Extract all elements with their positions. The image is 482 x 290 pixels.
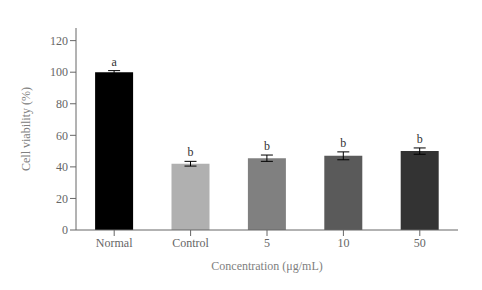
svg-text:60: 60 bbox=[56, 129, 68, 143]
svg-text:0: 0 bbox=[62, 223, 68, 237]
svg-text:Cell viability (%): Cell viability (%) bbox=[19, 87, 33, 171]
svg-text:100: 100 bbox=[50, 65, 68, 79]
svg-text:120: 120 bbox=[50, 34, 68, 48]
svg-text:b: b bbox=[340, 136, 346, 150]
svg-text:b: b bbox=[264, 139, 270, 153]
svg-text:10: 10 bbox=[337, 236, 349, 250]
svg-text:20: 20 bbox=[56, 192, 68, 206]
svg-text:40: 40 bbox=[56, 160, 68, 174]
svg-text:Normal: Normal bbox=[96, 236, 133, 250]
svg-text:b: b bbox=[417, 132, 423, 146]
svg-text:b: b bbox=[188, 145, 194, 159]
svg-text:Concentration (μg/mL): Concentration (μg/mL) bbox=[211, 259, 322, 273]
svg-text:Control: Control bbox=[172, 236, 209, 250]
svg-text:5: 5 bbox=[264, 236, 270, 250]
svg-text:50: 50 bbox=[414, 236, 426, 250]
svg-text:80: 80 bbox=[56, 97, 68, 111]
svg-text:a: a bbox=[111, 55, 117, 69]
